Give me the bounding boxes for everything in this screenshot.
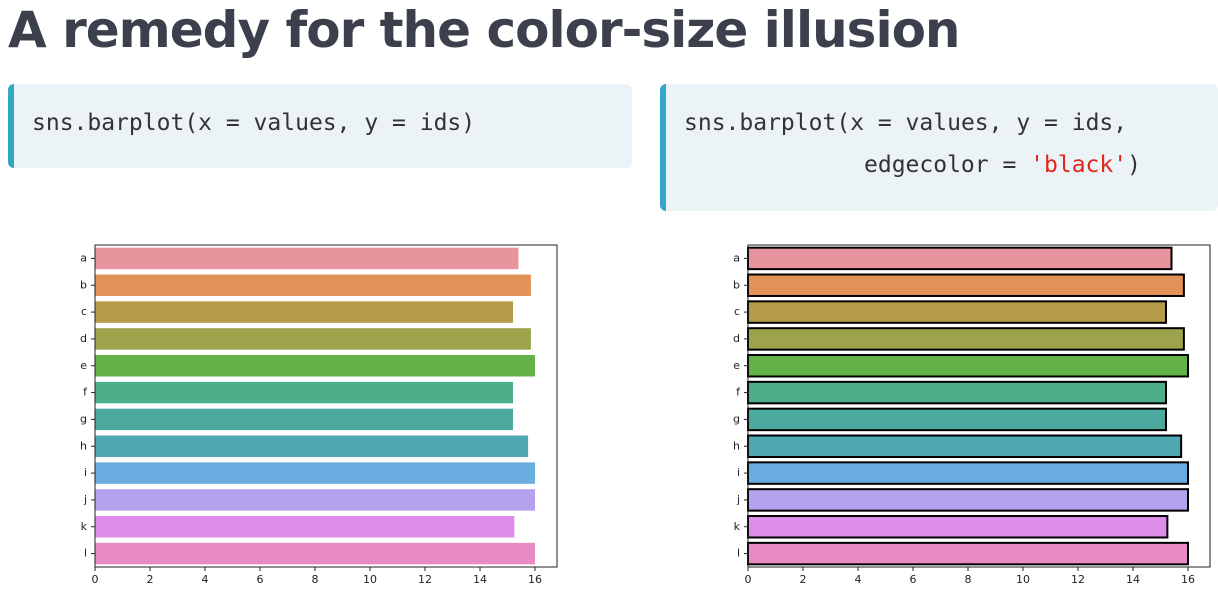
bar [95,516,515,538]
y-tick-label: l [84,547,87,560]
y-tick-label: d [733,332,740,345]
y-tick-label: k [81,520,88,533]
code-text: edgecolor = [864,152,1031,178]
plot-frame [94,244,558,568]
slide-title: A remedy for the color-size illusion [8,1,961,59]
y-tick-label: h [733,439,740,452]
y-tick-label: a [80,251,87,264]
y-tick-label: g [80,412,87,425]
y-tick-label: k [734,520,741,533]
x-tick-label: 0 [92,573,99,586]
bar [747,488,1189,512]
bar [95,542,535,565]
y-tick-label: b [733,278,740,291]
bar [95,301,513,323]
x-tick-label: 10 [1016,573,1030,586]
bar [95,489,535,511]
x-tick-label: 0 [745,573,752,586]
bar [747,407,1167,432]
x-tick-label: 6 [910,573,917,586]
code-block: sns.barplot(x = values, y = ids) [8,84,632,168]
x-tick-label: 10 [363,573,377,586]
bar [95,247,519,270]
bar [747,541,1189,566]
y-tick-label: c [734,305,740,318]
x-tick-label: 4 [855,573,862,586]
x-tick-label: 8 [965,573,972,586]
x-tick-label: 6 [257,573,264,586]
y-tick-label: e [733,359,740,372]
y-tick-label: b [80,278,87,291]
bar [747,354,1189,378]
bar [95,462,535,484]
x-tick-label: 12 [418,573,432,586]
bar [95,355,535,377]
y-tick-label: j [736,493,740,506]
code-text: ) [1127,152,1141,178]
bar [747,434,1183,458]
bar [95,435,529,457]
x-tick-label: 14 [1126,573,1140,586]
bar [95,328,531,350]
y-tick-label: d [80,332,87,345]
plot-frame [747,244,1211,568]
bar [747,380,1167,405]
bar [747,461,1189,485]
bar [747,300,1167,324]
bar [747,515,1169,539]
x-tick-label: 2 [800,573,807,586]
y-tick-label: f [83,386,88,399]
y-tick-label: g [733,412,740,425]
bar [747,273,1185,297]
x-tick-label: 8 [312,573,319,586]
y-tick-label: i [84,466,87,479]
y-tick-label: a [733,251,740,264]
code-text: sns.barplot(x = values, y = ids) [32,110,476,136]
code-line: edgecolor = 'black') [684,144,1218,186]
bar [95,408,513,431]
code-text: sns.barplot(x = values, y = ids, [684,110,1128,136]
x-tick-label: 12 [1071,573,1085,586]
bar [747,327,1185,351]
y-tick-label: i [737,466,740,479]
x-tick-label: 4 [202,573,209,586]
x-tick-label: 16 [528,573,542,586]
x-tick-label: 2 [147,573,154,586]
y-tick-label: j [83,493,87,506]
code-line: sns.barplot(x = values, y = ids) [32,102,632,144]
y-tick-label: h [80,439,87,452]
y-tick-label: c [81,305,87,318]
y-tick-label: e [80,359,87,372]
code-string: 'black' [1030,152,1128,178]
bar [95,381,513,404]
bar [747,246,1173,271]
x-tick-label: 16 [1181,573,1195,586]
code-line: sns.barplot(x = values, y = ids, [684,102,1218,144]
bar [95,274,531,296]
y-tick-label: f [736,386,741,399]
y-tick-label: l [737,547,740,560]
x-tick-label: 14 [473,573,487,586]
code-block: sns.barplot(x = values, y = ids, edgecolo… [660,84,1218,211]
